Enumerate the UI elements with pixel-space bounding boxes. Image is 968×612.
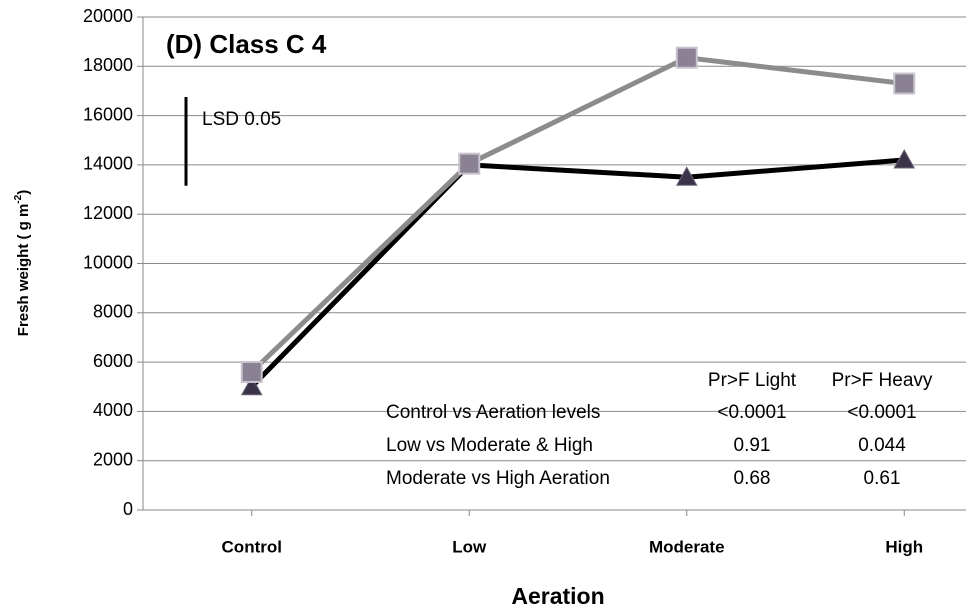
y-tick-label: 14000 xyxy=(83,154,133,174)
marker xyxy=(240,375,263,396)
table-cell: Moderate vs High Aeration xyxy=(386,468,610,489)
y-tick-label: 8000 xyxy=(93,302,133,322)
y-tick-label: 18000 xyxy=(83,55,133,75)
y-axis-label-sup: -2 xyxy=(13,194,24,203)
y-tick-label: 0 xyxy=(123,499,133,519)
x-axis-label: Aeration xyxy=(511,583,604,609)
series-line xyxy=(250,55,905,374)
table-cell: <0.0001 xyxy=(847,402,916,423)
marker xyxy=(893,72,916,95)
marker xyxy=(240,360,263,383)
y-axis-label: Fresh weight ( g m-2) xyxy=(13,190,32,336)
y-tick-label: 12000 xyxy=(83,203,133,223)
table-cell: <0.0001 xyxy=(717,402,786,423)
table-cell: 0.61 xyxy=(864,468,901,489)
table-cell: 0.91 xyxy=(734,435,771,456)
y-axis-label-end: ) xyxy=(15,190,32,195)
x-tick-label: Low xyxy=(452,537,487,556)
y-tick-label: 16000 xyxy=(83,104,133,124)
y-axis-label-text: Fresh weight ( g m xyxy=(15,204,32,337)
y-tick-label: 10000 xyxy=(83,252,133,272)
marker xyxy=(893,148,916,169)
y-tick-label: 4000 xyxy=(93,400,133,420)
table-cell: Low vs Moderate & High xyxy=(386,435,593,456)
table-cell: 0.68 xyxy=(734,468,771,489)
marker xyxy=(675,166,698,186)
y-tick-label: 2000 xyxy=(93,449,133,469)
chart-title: (D) Class C 4 xyxy=(166,29,327,59)
table-cell: 0.044 xyxy=(858,435,906,456)
x-tick-label: High xyxy=(885,537,923,556)
series-line xyxy=(249,157,905,389)
y-tick-label: 6000 xyxy=(93,351,133,371)
lsd-label: LSD 0.05 xyxy=(202,109,281,130)
table-header: Pr>F Light xyxy=(708,370,797,391)
table-header: Pr>F Heavy xyxy=(832,370,933,391)
x-tick-label: Moderate xyxy=(649,537,725,556)
table-cell: Control vs Aeration levels xyxy=(386,402,600,423)
marker xyxy=(458,152,481,175)
y-tick-label: 20000 xyxy=(83,6,133,26)
marker xyxy=(675,46,698,69)
x-tick-label: Control xyxy=(222,537,282,556)
